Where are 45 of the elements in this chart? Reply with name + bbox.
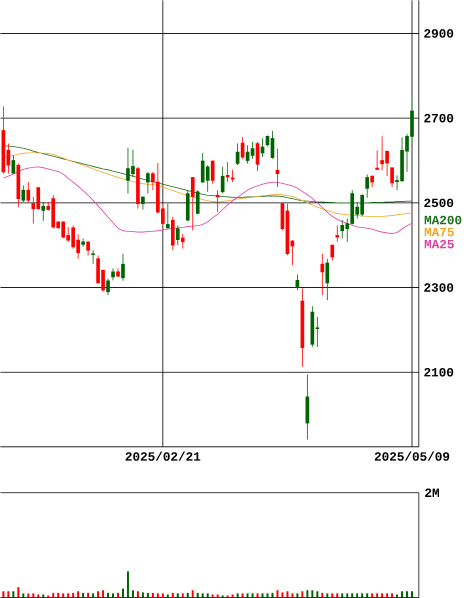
candlestick xyxy=(91,250,96,264)
candlestick xyxy=(216,190,220,213)
candlestick xyxy=(390,167,394,188)
candlestick xyxy=(226,162,230,182)
x-tick-label: 2025/02/21 xyxy=(126,452,200,461)
series-label: MA200 xyxy=(424,216,462,224)
candlestick xyxy=(326,258,330,301)
candlestick xyxy=(220,166,225,194)
candlestick xyxy=(121,253,125,282)
candlestick xyxy=(240,136,245,160)
candlestick xyxy=(146,172,150,194)
y-tick-label: 2300 xyxy=(424,283,454,292)
candlestick xyxy=(256,141,260,172)
y-tick-label: 2100 xyxy=(424,368,454,377)
candlestick xyxy=(210,160,215,184)
candlestick xyxy=(296,274,300,290)
candlestick xyxy=(276,148,280,188)
candlestick xyxy=(320,253,324,296)
candlestick xyxy=(365,174,370,198)
candlestick xyxy=(236,143,240,166)
candlestick xyxy=(336,224,340,242)
candlestick xyxy=(196,190,200,215)
y-tick-label: 2900 xyxy=(424,29,454,38)
candlestick xyxy=(370,174,374,188)
candlestick xyxy=(141,196,145,210)
candlestick xyxy=(42,202,46,222)
candlestick xyxy=(260,138,264,158)
candlestick xyxy=(12,155,16,174)
y-tick-label: 2500 xyxy=(424,198,454,208)
candlestick xyxy=(191,176,195,231)
candlestick xyxy=(106,278,110,296)
series-label: MA75 xyxy=(424,228,454,236)
y-tick-label: 2700 xyxy=(424,114,454,122)
candlestick xyxy=(22,185,26,202)
text: 2M xyxy=(425,488,440,497)
candlestick xyxy=(26,182,30,202)
candlestick xyxy=(86,241,90,256)
candlestick xyxy=(181,233,185,249)
candlestick xyxy=(230,169,235,182)
series-label: MA25 xyxy=(424,240,454,248)
candlestick xyxy=(166,203,170,230)
candlestick xyxy=(111,268,115,281)
candlestick xyxy=(176,224,180,246)
x-tick-label: 2025/05/09 xyxy=(374,452,450,461)
candlestick xyxy=(330,244,334,261)
